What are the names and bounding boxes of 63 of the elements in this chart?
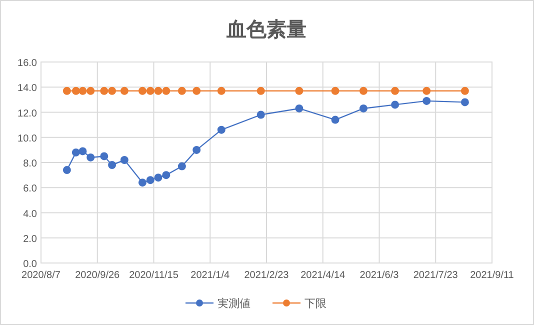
point [178, 86, 186, 95]
point [391, 86, 400, 95]
x-tick-label: 2020/8/7 [22, 270, 61, 281]
point [217, 86, 226, 95]
point [256, 110, 265, 119]
y-tick-label: 14.0 [18, 83, 38, 94]
point [331, 116, 340, 124]
y-tick-label: 6.0 [23, 184, 38, 195]
y-tick-label: 12.0 [18, 108, 38, 120]
point [86, 153, 95, 162]
x-tick-label: 2020/11/15 [129, 270, 179, 281]
point [422, 96, 431, 105]
point [422, 86, 431, 95]
x-tick-label: 2021/2/23 [244, 270, 290, 281]
point [100, 152, 108, 160]
y-tick-label: 10.0 [18, 133, 38, 144]
point [120, 86, 128, 95]
x-tick-label: 2021/7/23 [413, 270, 458, 281]
point [100, 86, 108, 95]
x-tick-label: 2020/9/26 [75, 270, 120, 281]
legend-label: 下限 [304, 298, 326, 310]
point [86, 86, 95, 95]
x-tick-label: 2021/6/3 [360, 270, 400, 281]
point [120, 156, 128, 164]
point [154, 174, 162, 182]
point [62, 166, 71, 174]
point [72, 86, 80, 95]
point [138, 178, 146, 187]
point [359, 86, 368, 95]
point [72, 148, 80, 156]
point [359, 104, 368, 112]
point [217, 126, 226, 134]
y-tick-label: 4.0 [23, 208, 38, 220]
point [192, 86, 201, 95]
point [154, 86, 162, 95]
point [162, 171, 170, 180]
point [460, 98, 469, 106]
point [162, 86, 170, 95]
point [108, 161, 116, 170]
point [146, 176, 154, 184]
point [460, 86, 469, 95]
point [192, 146, 201, 154]
point [138, 86, 146, 95]
point [295, 86, 304, 95]
point [256, 86, 265, 95]
y-tick-label: 0.0 [23, 259, 38, 270]
y-tick-label: 2.0 [23, 234, 38, 245]
legend-label: 実測値 [218, 297, 250, 310]
x-tick-label: 2021/4/14 [300, 270, 346, 281]
y-tick-label: 8.0 [23, 158, 38, 170]
point [295, 104, 304, 112]
point [78, 147, 87, 156]
point [391, 100, 400, 109]
x-tick-label: 2021/9/11 [470, 270, 514, 281]
x-tick-label: 2021/1/4 [190, 270, 230, 281]
point [62, 86, 71, 95]
y-tick-label: 16.0 [18, 58, 38, 69]
chart-title: 血色素量 [226, 18, 306, 41]
point [108, 86, 116, 95]
point [178, 162, 186, 170]
point [78, 86, 87, 95]
point [146, 86, 154, 95]
point [331, 86, 340, 95]
